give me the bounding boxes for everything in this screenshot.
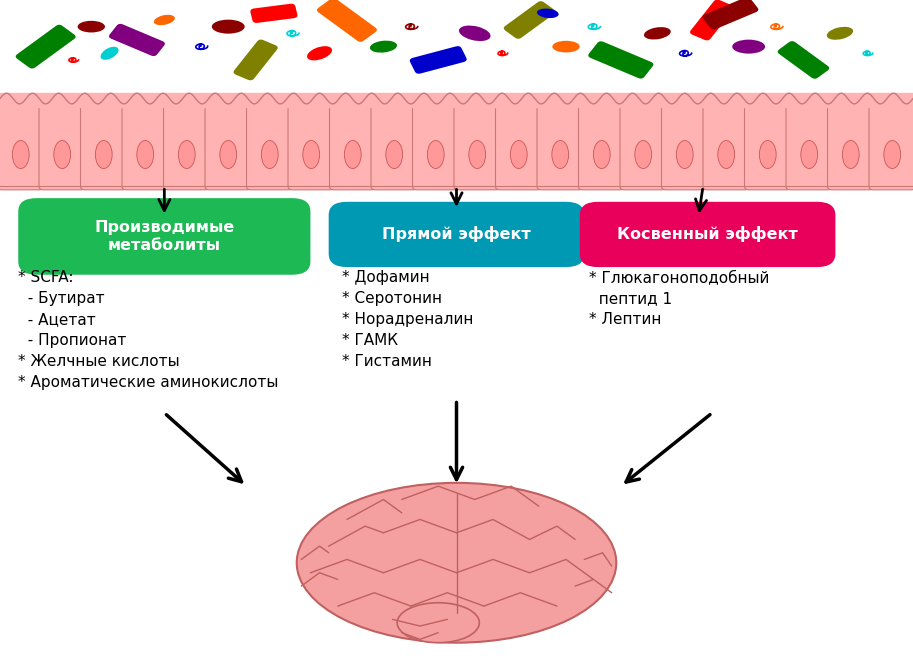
Text: Производимые
метаболиты: Производимые метаболиты <box>94 220 235 252</box>
FancyBboxPatch shape <box>744 103 791 190</box>
Ellipse shape <box>212 19 245 34</box>
FancyBboxPatch shape <box>80 103 127 190</box>
Ellipse shape <box>178 141 195 168</box>
Ellipse shape <box>153 15 175 25</box>
Ellipse shape <box>677 141 693 168</box>
Ellipse shape <box>427 141 444 168</box>
FancyBboxPatch shape <box>504 1 555 39</box>
FancyBboxPatch shape <box>288 103 334 190</box>
FancyBboxPatch shape <box>247 103 293 190</box>
FancyBboxPatch shape <box>18 198 310 274</box>
Ellipse shape <box>397 603 479 643</box>
Ellipse shape <box>510 141 527 168</box>
Ellipse shape <box>220 141 236 168</box>
FancyBboxPatch shape <box>371 103 417 190</box>
Ellipse shape <box>635 141 652 168</box>
FancyBboxPatch shape <box>454 103 500 190</box>
FancyBboxPatch shape <box>234 39 278 81</box>
FancyBboxPatch shape <box>579 103 625 190</box>
FancyBboxPatch shape <box>317 0 377 42</box>
FancyBboxPatch shape <box>39 103 86 190</box>
FancyBboxPatch shape <box>620 103 666 190</box>
FancyBboxPatch shape <box>410 46 467 74</box>
Text: * Глюкагоноподобный
  пептид 1
* Лептин: * Глюкагоноподобный пептид 1 * Лептин <box>589 270 770 327</box>
Ellipse shape <box>718 141 735 168</box>
FancyBboxPatch shape <box>702 0 759 29</box>
Ellipse shape <box>307 46 332 61</box>
FancyBboxPatch shape <box>690 0 734 41</box>
Ellipse shape <box>54 141 70 168</box>
FancyBboxPatch shape <box>250 4 298 23</box>
FancyBboxPatch shape <box>827 103 874 190</box>
FancyBboxPatch shape <box>122 103 169 190</box>
Ellipse shape <box>386 141 403 168</box>
FancyBboxPatch shape <box>163 103 210 190</box>
Ellipse shape <box>13 141 29 168</box>
Ellipse shape <box>644 27 671 39</box>
Text: Прямой эффект: Прямой эффект <box>383 226 530 242</box>
Ellipse shape <box>884 141 900 168</box>
Ellipse shape <box>370 41 397 53</box>
FancyBboxPatch shape <box>16 25 76 69</box>
FancyBboxPatch shape <box>0 107 913 186</box>
FancyBboxPatch shape <box>588 41 654 79</box>
Ellipse shape <box>344 141 362 168</box>
Ellipse shape <box>78 21 105 33</box>
Ellipse shape <box>732 39 765 54</box>
Ellipse shape <box>760 141 776 168</box>
FancyBboxPatch shape <box>0 103 44 190</box>
FancyBboxPatch shape <box>413 103 459 190</box>
Ellipse shape <box>95 141 112 168</box>
Text: * Дофамин
* Серотонин
* Норадреналин
* ГАМК
* Гистамин: * Дофамин * Серотонин * Норадреналин * Г… <box>342 270 474 369</box>
FancyBboxPatch shape <box>330 103 376 190</box>
Ellipse shape <box>459 25 490 41</box>
FancyBboxPatch shape <box>329 202 584 267</box>
Ellipse shape <box>261 141 278 168</box>
Ellipse shape <box>469 141 486 168</box>
FancyBboxPatch shape <box>703 103 750 190</box>
FancyBboxPatch shape <box>109 24 165 56</box>
FancyBboxPatch shape <box>778 41 829 79</box>
Ellipse shape <box>297 483 616 643</box>
Ellipse shape <box>801 141 818 168</box>
Ellipse shape <box>137 141 153 168</box>
FancyBboxPatch shape <box>496 103 542 190</box>
Ellipse shape <box>593 141 610 168</box>
FancyBboxPatch shape <box>205 103 251 190</box>
FancyBboxPatch shape <box>869 103 913 190</box>
Ellipse shape <box>303 141 320 168</box>
Text: * SCFA:
  - Бутират
  - Ацетат
  - Пропионат
* Желчные кислоты
* Ароматические а: * SCFA: - Бутират - Ацетат - Пропионат *… <box>18 270 278 390</box>
Ellipse shape <box>100 47 119 60</box>
FancyBboxPatch shape <box>786 103 833 190</box>
Ellipse shape <box>827 27 853 40</box>
Text: Косвенный эффект: Косвенный эффект <box>617 226 798 242</box>
FancyBboxPatch shape <box>537 103 583 190</box>
Ellipse shape <box>552 41 580 53</box>
FancyBboxPatch shape <box>662 103 708 190</box>
Ellipse shape <box>843 141 859 168</box>
Ellipse shape <box>537 9 559 18</box>
FancyBboxPatch shape <box>580 202 835 267</box>
Ellipse shape <box>551 141 569 168</box>
